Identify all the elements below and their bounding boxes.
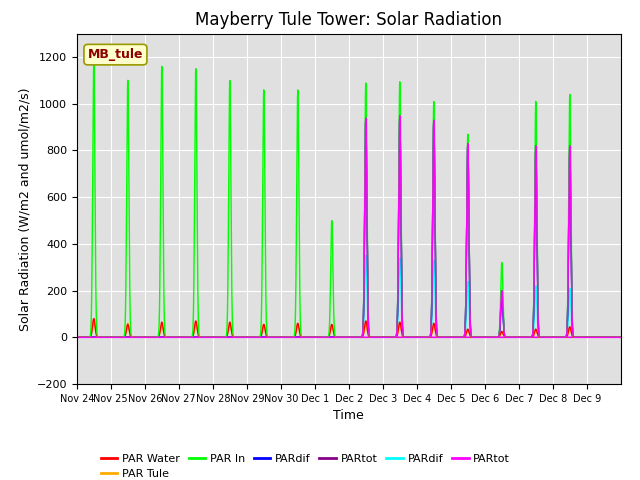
Legend: PAR Water, PAR Tule, PAR In, PARdif, PARtot, PARdif, PARtot: PAR Water, PAR Tule, PAR In, PARdif, PAR… [96, 449, 515, 480]
X-axis label: Time: Time [333, 409, 364, 422]
Y-axis label: Solar Radiation (W/m2 and umol/m2/s): Solar Radiation (W/m2 and umol/m2/s) [18, 87, 31, 331]
Title: Mayberry Tule Tower: Solar Radiation: Mayberry Tule Tower: Solar Radiation [195, 11, 502, 29]
Text: MB_tule: MB_tule [88, 48, 143, 61]
